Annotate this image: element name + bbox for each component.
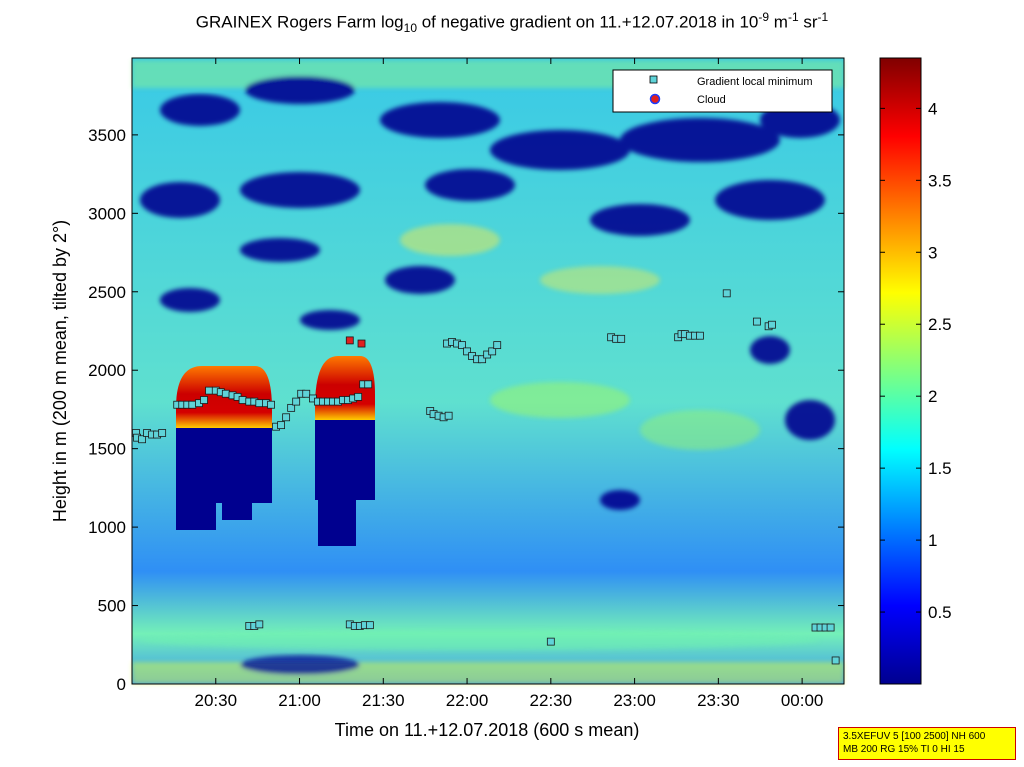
x-tick-label: 22:00 bbox=[446, 691, 489, 710]
x-tick-label: 20:30 bbox=[194, 691, 237, 710]
colorbar: 0.5 1 1.5 2 2.5 3 3.5 4 bbox=[879, 57, 952, 685]
gradient-local-minimum-series bbox=[132, 289, 840, 665]
y-tick-label: 0 bbox=[117, 675, 126, 694]
colorbar-axis: 0.5 1 1.5 2 2.5 3 3.5 4 bbox=[880, 99, 952, 622]
gradient-minimum-point bbox=[200, 396, 208, 404]
y-tick-label: 3500 bbox=[88, 126, 126, 145]
settings-stamp: 3.5XEFUV 5 [100 2500] NH 600 MB 200 RG 1… bbox=[838, 727, 1016, 760]
cloud-point bbox=[357, 339, 366, 348]
gradient-minimum-point bbox=[458, 341, 466, 350]
y-axis-label: Height in m (200 m mean, tilted by 2°) bbox=[50, 220, 70, 522]
gradient-minimum-point bbox=[478, 355, 487, 364]
gradient-minimum-point bbox=[205, 386, 213, 395]
cloud-series bbox=[345, 336, 366, 348]
legend-box bbox=[612, 69, 833, 113]
gradient-minimum-point bbox=[463, 347, 471, 356]
x-tick-label: 21:00 bbox=[278, 691, 321, 710]
y-tick-label: 1500 bbox=[88, 440, 126, 459]
gradient-minimum-point bbox=[488, 347, 497, 356]
gradient-minimum-point bbox=[546, 637, 555, 646]
gradient-minimum-point bbox=[221, 389, 230, 398]
gradient-minimum-point bbox=[138, 435, 146, 444]
gradient-minimum-point bbox=[287, 403, 296, 412]
gradient-minimum-point bbox=[255, 620, 264, 629]
gradient-minimum-point bbox=[493, 341, 502, 350]
gradient-minimum-point bbox=[277, 421, 286, 430]
legend-minimum-label: Gradient local minimum bbox=[697, 76, 813, 88]
y-tick-label: 2000 bbox=[88, 361, 126, 380]
legend-cloud-marker bbox=[649, 93, 661, 105]
y-tick-label: 2500 bbox=[88, 283, 126, 302]
gradient-minimum-point bbox=[768, 320, 776, 329]
y-axis: 0 500 1000 1500 2000 2500 3000 3500 bbox=[88, 126, 844, 694]
colorbar-tick-label: 0.5 bbox=[928, 603, 952, 622]
gradient-minimum-point bbox=[188, 400, 197, 409]
x-tick-label: 00:00 bbox=[781, 691, 824, 710]
gradient-minimum-point bbox=[364, 380, 373, 389]
gradient-minimum-point bbox=[444, 411, 453, 420]
gradient-minimum-point bbox=[826, 623, 835, 632]
legend: Gradient local minimum Cloud bbox=[612, 69, 833, 113]
x-tick-label: 23:30 bbox=[697, 691, 740, 710]
legend-cloud-label: Cloud bbox=[697, 94, 726, 106]
heatmap-field bbox=[132, 58, 844, 684]
legend-minimum-marker bbox=[649, 75, 658, 84]
gradient-minimum-point bbox=[617, 334, 626, 343]
x-tick-label: 22:30 bbox=[530, 691, 573, 710]
x-axis-label: Time on 11.+12.07.2018 (600 s mean) bbox=[335, 720, 640, 740]
colorbar-tick-label: 2.5 bbox=[928, 315, 952, 334]
colorbar-tick-label: 3 bbox=[928, 243, 937, 262]
x-tick-label: 21:30 bbox=[362, 691, 405, 710]
x-axis: 20:30 21:00 21:30 22:00 22:30 23:00 23:30 00:00 bbox=[194, 58, 823, 710]
gradient-minimum-point bbox=[752, 317, 761, 326]
gradient-minimum-point bbox=[365, 621, 374, 630]
gradient-minimum-point bbox=[255, 399, 264, 408]
colorbar-gradient bbox=[879, 57, 922, 685]
x-tick-label: 23:00 bbox=[613, 691, 656, 710]
settings-line-2: MB 200 RG 15% TI 0 HI 15 bbox=[843, 744, 965, 755]
gradient-minimum-point bbox=[696, 331, 704, 340]
gradient-minimum-point bbox=[354, 392, 363, 401]
colorbar-tick-label: 3.5 bbox=[928, 171, 952, 190]
gradient-minimum-point bbox=[267, 400, 275, 409]
y-tick-label: 1000 bbox=[88, 518, 126, 537]
gradient-minimum-point bbox=[831, 656, 840, 665]
gradient-minimum-point bbox=[302, 389, 311, 398]
gradient-minimum-point bbox=[722, 289, 731, 298]
colorbar-tick-label: 1 bbox=[928, 531, 937, 550]
cloud-point bbox=[345, 336, 354, 345]
y-tick-label: 3000 bbox=[88, 204, 126, 223]
colorbar-tick-label: 1.5 bbox=[928, 459, 952, 478]
gradient-minimum-point bbox=[282, 413, 291, 422]
colorbar-tick-label: 4 bbox=[928, 99, 937, 118]
colorbar-tick-label: 2 bbox=[928, 387, 937, 406]
y-tick-label: 500 bbox=[98, 597, 126, 616]
gradient-minimum-point bbox=[292, 397, 301, 406]
gradient-minimum-point bbox=[238, 396, 247, 404]
gradient-minimum-point bbox=[158, 429, 167, 437]
plot-frame bbox=[131, 57, 845, 685]
chart-title: GRAINEX Rogers Farm log10 of negative gr… bbox=[195, 10, 829, 36]
settings-line-1: 3.5XEFUV 5 [100 2500] NH 600 bbox=[843, 731, 986, 742]
